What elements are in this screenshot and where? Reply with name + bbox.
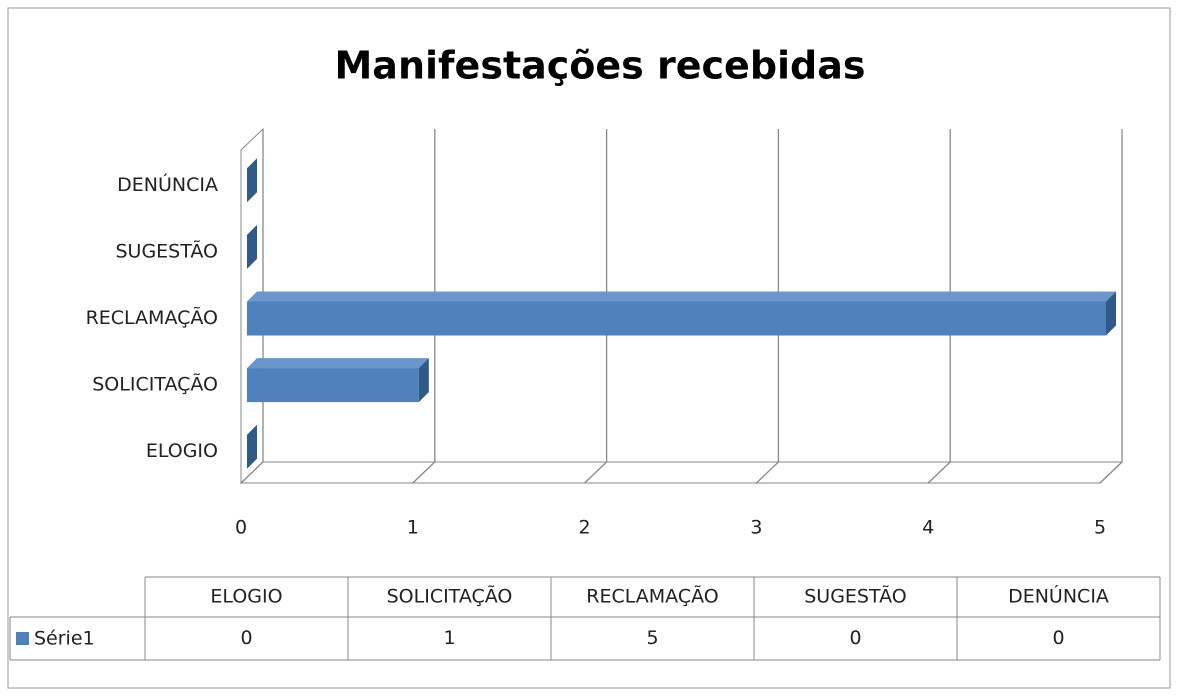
- table-header: DENÚNCIA: [1008, 584, 1109, 608]
- y-tick-label: ELOGIO: [146, 440, 218, 462]
- x-tick-label: 2: [579, 517, 591, 539]
- y-tick-label: RECLAMAÇÃO: [86, 306, 218, 329]
- bar: [247, 424, 257, 469]
- bar-end: [247, 158, 257, 203]
- x-tick-label: 3: [750, 517, 762, 539]
- table-header: ELOGIO: [210, 586, 282, 608]
- grid-line: [412, 129, 436, 484]
- bar: [247, 158, 257, 203]
- chart-frame: [7, 7, 1171, 689]
- bar-front: [247, 368, 419, 403]
- bar-top: [247, 291, 1116, 302]
- bar-end: [418, 358, 429, 403]
- bar-end: [1106, 291, 1116, 336]
- grid-line: [584, 129, 608, 484]
- grid-line: [927, 129, 951, 484]
- grid-line: [755, 129, 780, 484]
- y-tick-label: SUGESTÃO: [115, 239, 218, 262]
- table-header: SOLICITAÇÃO: [387, 585, 513, 608]
- bar-end: [247, 224, 257, 269]
- grid-line: [1099, 129, 1123, 484]
- grid-line: [240, 129, 264, 484]
- bar: [247, 224, 257, 269]
- legend-label: Série1: [34, 628, 95, 650]
- bar-end: [247, 424, 257, 469]
- table-header: SUGESTÃO: [804, 585, 907, 608]
- bar-top: [247, 358, 429, 369]
- x-tick-label: 0: [235, 517, 247, 539]
- floor: [239, 461, 1124, 484]
- y-tick-label: SOLICITAÇÃO: [92, 373, 218, 396]
- table-value: 1: [443, 627, 455, 649]
- table-value: 0: [1052, 627, 1064, 649]
- table-header: RECLAMAÇÃO: [586, 585, 718, 608]
- bar: [247, 291, 1116, 336]
- chart-title: Manifestações recebidas: [334, 44, 865, 88]
- table-value: 0: [240, 627, 252, 649]
- y-tick-label: DENÚNCIA: [117, 172, 218, 196]
- table-value: 5: [646, 627, 658, 649]
- table-value: 0: [849, 627, 861, 649]
- bar-front: [247, 301, 1106, 336]
- legend-swatch: [16, 632, 29, 645]
- bar: [247, 358, 429, 403]
- x-tick-label: 1: [407, 517, 419, 539]
- x-tick-label: 5: [1094, 517, 1106, 539]
- x-tick-label: 4: [922, 517, 934, 539]
